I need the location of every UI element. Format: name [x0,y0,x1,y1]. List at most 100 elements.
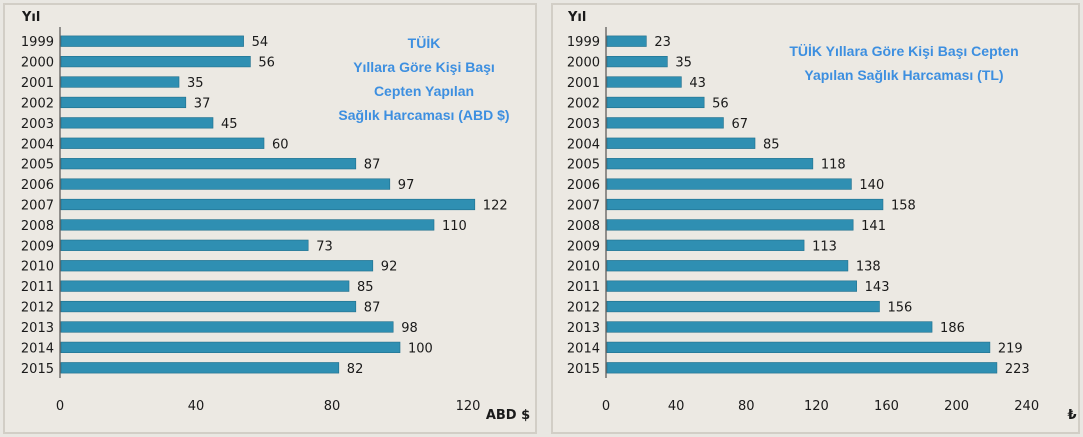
value-label-2006: 140 [859,178,884,193]
bar-2006 [606,178,852,190]
value-label-2007: 122 [483,199,508,214]
bar-2013 [60,321,394,333]
x-tick-0: 0 [56,399,64,414]
chart-panel [3,3,537,434]
bar-2001 [60,76,180,88]
value-label-2006: 97 [398,178,415,193]
value-label-2008: 141 [861,219,886,234]
category-label-2007: 2007 [567,199,600,214]
category-label-2005: 2005 [567,158,600,173]
category-label-2009: 2009 [567,239,600,254]
chart-panel [551,3,1080,434]
bar-2006 [60,178,391,190]
value-label-2008: 110 [442,219,467,234]
category-label-2004: 2004 [567,137,600,152]
category-label-2003: 2003 [21,117,54,132]
value-label-2001: 43 [689,76,706,91]
value-label-2014: 219 [998,341,1023,356]
value-label-2000: 35 [675,56,692,71]
bar-2010 [60,260,374,272]
bar-2015 [606,362,998,374]
value-label-2002: 37 [194,96,211,111]
category-label-2004: 2004 [21,137,54,152]
category-label-2011: 2011 [567,280,600,295]
value-label-2004: 85 [763,137,780,152]
bar-2005 [606,158,814,170]
value-label-2009: 73 [316,239,333,254]
x-tick-120: 120 [456,399,481,414]
category-label-2012: 2012 [567,301,600,316]
bar-2009 [606,239,805,251]
category-label-2006: 2006 [21,178,54,193]
category-label-2008: 2008 [21,219,54,234]
category-label-2009: 2009 [21,239,54,254]
value-label-1999: 54 [252,35,269,50]
category-label-2006: 2006 [567,178,600,193]
category-label-2001: 2001 [567,76,600,91]
bar-2014 [606,341,991,353]
category-label-2002: 2002 [567,96,600,111]
value-label-2002: 56 [712,96,729,111]
value-label-2000: 56 [258,56,275,71]
category-label-2000: 2000 [567,56,600,71]
value-label-2013: 186 [940,321,965,336]
chart-title-line-3: Cepten Yapılan [374,83,474,99]
bar-2007 [606,198,884,211]
category-label-2015: 2015 [567,362,600,377]
category-label-2001: 2001 [21,76,54,91]
x-tick-0: 0 [602,399,610,414]
category-label-2013: 2013 [567,321,600,336]
category-label-2003: 2003 [567,117,600,132]
bar-2002 [606,96,705,109]
category-label-2015: 2015 [21,362,54,377]
bar-2000 [60,56,251,68]
bar-2002 [60,96,187,109]
category-label-2014: 2014 [21,341,54,356]
bar-1999 [606,35,647,47]
value-label-2013: 98 [401,321,418,336]
value-label-2010: 92 [381,260,398,275]
value-label-2005: 87 [364,158,381,173]
chart-title-line-1: TÜİK Yıllara Göre Kişi Başı Cepten [789,43,1018,59]
x-tick-240: 240 [1014,399,1039,414]
category-label-1999: 1999 [567,35,600,50]
value-label-2004: 60 [272,137,289,152]
value-label-2003: 45 [221,117,238,132]
value-label-2001: 35 [187,76,204,91]
category-label-2008: 2008 [567,219,600,234]
value-label-2007: 158 [891,199,916,214]
x-tick-80: 80 [738,399,755,414]
bar-2009 [60,239,309,251]
category-label-2000: 2000 [21,56,54,71]
category-label-2007: 2007 [21,199,54,214]
y-axis-label: Yıl [567,10,586,25]
x-axis-label: ABD $ [486,408,530,423]
chart-title-line-2: Yapılan Sağlık Harcaması (TL) [804,67,1003,83]
bar-2014 [60,341,401,353]
x-axis-label: ₺ [1067,408,1076,423]
bar-2007 [60,198,476,211]
x-tick-160: 160 [874,399,899,414]
chart-usd: Yıl 1999 54 2000 56 2001 35 2002 37 2003 45 2004 60 2… [3,3,537,434]
bar-2011 [60,280,350,292]
category-label-2013: 2013 [21,321,54,336]
bar-2004 [60,137,265,149]
x-tick-40: 40 [668,399,685,414]
value-label-2010: 138 [856,260,881,275]
bar-2013 [606,321,933,333]
value-label-2015: 223 [1005,362,1030,377]
category-label-2011: 2011 [21,280,54,295]
category-label-2014: 2014 [567,341,600,356]
bar-2004 [606,137,756,149]
value-label-2012: 156 [887,301,912,316]
value-label-2011: 143 [865,280,890,295]
value-label-1999: 23 [654,35,671,50]
bar-2000 [606,56,668,68]
chart-title-line-4: Sağlık Harcaması (ABD $) [338,107,509,123]
bar-2005 [60,158,357,170]
category-label-2005: 2005 [21,158,54,173]
category-label-2002: 2002 [21,96,54,111]
bar-1999 [60,35,244,47]
